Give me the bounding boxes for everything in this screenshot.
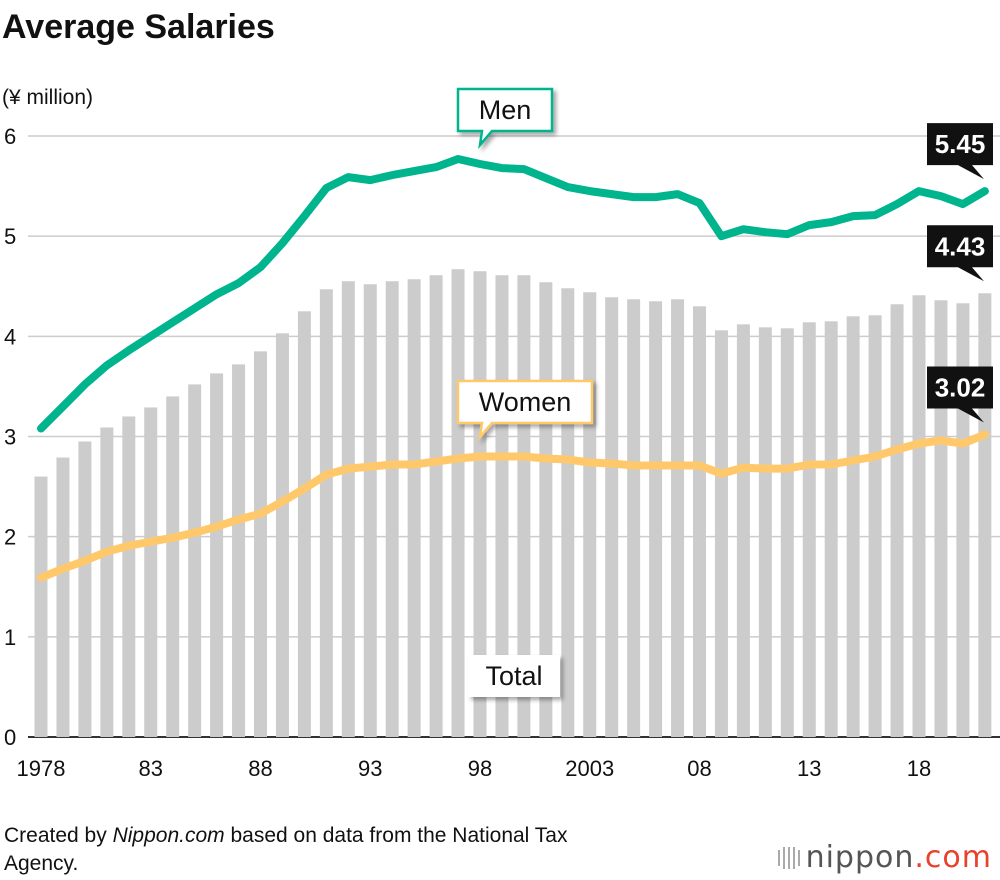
callout-box — [927, 123, 993, 180]
callout-box — [927, 225, 993, 282]
legend-label: Men — [479, 95, 532, 125]
bar — [232, 364, 246, 737]
source-site: Nippon.com — [112, 824, 225, 847]
callout: Women — [456, 379, 594, 442]
callout: 4.43 — [927, 225, 993, 282]
bar — [34, 476, 48, 737]
bar — [341, 281, 355, 737]
value-label: 5.45 — [935, 129, 986, 159]
logo-name: nippon — [805, 840, 915, 875]
bar — [583, 292, 597, 737]
bar — [78, 441, 92, 737]
bar — [188, 384, 202, 737]
legend-label: Women — [479, 387, 572, 417]
bar — [319, 289, 333, 737]
bar — [868, 315, 882, 737]
bar — [780, 328, 794, 737]
chart-title: Average Salaries — [2, 8, 275, 46]
callout: Total — [468, 655, 560, 697]
bar — [649, 301, 663, 737]
y-tick-label: 2 — [4, 525, 16, 550]
logo: nippon.com — [776, 840, 992, 875]
bar — [912, 295, 926, 737]
bar — [429, 275, 443, 737]
bar — [385, 281, 399, 737]
bar — [736, 324, 750, 737]
x-tick-label: 13 — [797, 756, 821, 781]
legend-label: Total — [485, 661, 542, 691]
x-tick-label: 18 — [907, 756, 931, 781]
y-tick-label: 3 — [4, 425, 16, 450]
y-tick-label: 4 — [4, 324, 16, 349]
value-label: 4.43 — [935, 231, 986, 261]
bar — [122, 416, 136, 737]
x-tick-label: 83 — [139, 756, 163, 781]
bar — [451, 269, 465, 737]
value-label: 3.02 — [935, 372, 986, 402]
y-tick-label: 0 — [4, 725, 16, 750]
bar — [275, 333, 289, 737]
bar — [363, 284, 377, 737]
line — [37, 430, 989, 582]
line — [37, 155, 989, 433]
bar — [824, 321, 838, 737]
bar — [627, 299, 641, 737]
y-tick-label: 1 — [4, 625, 16, 650]
callout-box — [456, 379, 594, 442]
bar — [56, 457, 70, 737]
bar — [890, 304, 904, 737]
bar — [693, 306, 706, 737]
logo-icon — [777, 847, 800, 869]
logo-suffix: .com — [914, 840, 992, 875]
bar — [561, 288, 575, 737]
source-text: Created by — [4, 824, 107, 847]
source-text: based on data from the National Tax Agen… — [4, 824, 568, 875]
y-axis-label: (¥ million) — [2, 86, 93, 109]
y-tick-label: 5 — [4, 224, 16, 249]
callout: Men — [456, 87, 554, 150]
source-note: Created by Nippon.com based on data from… — [4, 822, 644, 878]
bar — [758, 327, 772, 737]
bar — [166, 396, 180, 737]
bar — [605, 297, 619, 737]
callout-box — [468, 655, 560, 697]
bar — [100, 427, 114, 737]
x-tick-label: 1978 — [17, 756, 66, 781]
callout: 5.45 — [927, 123, 993, 180]
bar — [714, 330, 728, 737]
x-tick-label: 08 — [687, 756, 711, 781]
callout: 3.02 — [927, 366, 993, 423]
bar — [934, 300, 948, 737]
x-tick-label: 98 — [468, 756, 492, 781]
bar — [802, 322, 816, 737]
bar — [254, 351, 267, 737]
bar — [210, 373, 224, 737]
x-tick-label: 93 — [358, 756, 382, 781]
bar — [144, 407, 158, 737]
bar — [978, 293, 992, 737]
bar — [297, 311, 311, 737]
bar — [846, 316, 860, 737]
bar — [671, 299, 685, 737]
callout-box — [927, 366, 993, 423]
x-tick-label: 88 — [248, 756, 272, 781]
bar — [407, 279, 421, 737]
y-tick-label: 6 — [4, 124, 16, 149]
x-tick-label: 2003 — [565, 756, 614, 781]
callout-box — [456, 87, 554, 150]
